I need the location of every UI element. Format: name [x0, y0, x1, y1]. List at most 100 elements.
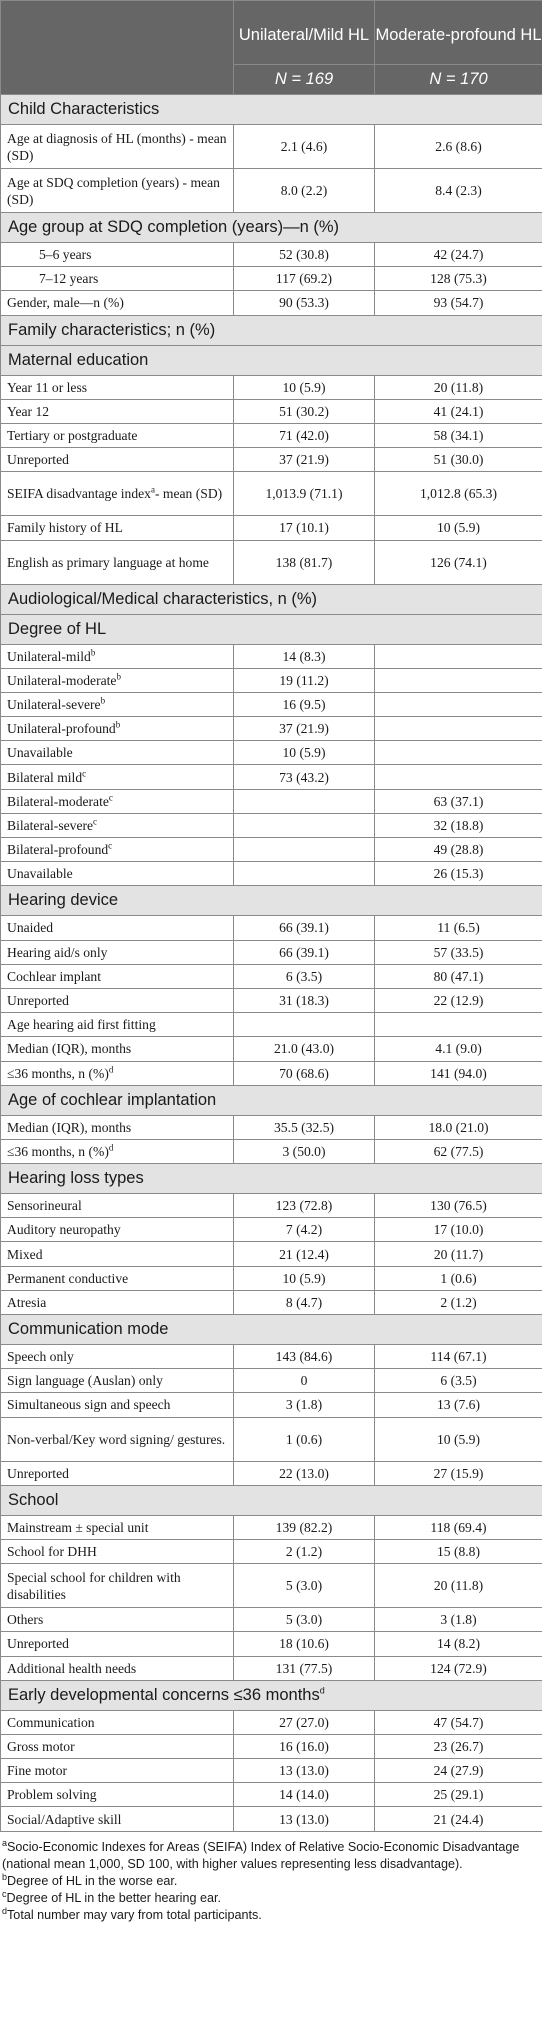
row-label-text: Additional health needs: [7, 1660, 137, 1676]
row-label: Mixed: [0, 1241, 234, 1267]
row-label-text: School for DHH: [7, 1544, 97, 1560]
value-unilateral-mild: 13 (13.0): [233, 1758, 375, 1784]
row-label-text: Unreported: [7, 1465, 69, 1481]
row-label: Bilateral-severec: [0, 812, 234, 839]
row-label-text: Social/Adaptive skill: [7, 1811, 122, 1827]
row-label: Permanent conductive: [0, 1265, 234, 1291]
footnote-text: Socio-Economic Indexes for Areas (SEIFA)…: [2, 1839, 520, 1871]
row-label: Family history of HL: [0, 515, 234, 541]
row-label: Unreported: [0, 1631, 234, 1657]
table-row: Mainstream ± special unit 139 (82.2) 118 (…: [0, 1514, 542, 1540]
value-unilateral-mild: 21 (12.4): [233, 1241, 375, 1267]
value-moderate-profound: [374, 740, 542, 766]
value-moderate-profound: [374, 764, 542, 790]
row-label: Unilateral-moderateb: [0, 667, 234, 693]
row-label: Unreported: [0, 987, 234, 1014]
table-row: Unilateral-severeb 16 (9.5): [0, 691, 542, 718]
section-title-text: Child Characteristics: [8, 100, 160, 118]
table-row: Age at SDQ completion (years) - mean (SD…: [0, 168, 542, 213]
value-moderate-profound: 1 (0.6): [374, 1265, 542, 1291]
value-unilateral-mild: [233, 812, 375, 839]
row-label: Auditory neuropathy: [0, 1217, 234, 1243]
footnote: dTotal number may vary from total partic…: [2, 1906, 540, 1924]
value-unilateral-mild: 138 (81.7): [233, 539, 375, 585]
section-title-text: Degree of HL: [8, 619, 107, 638]
value-moderate-profound: 24 (27.9): [374, 1758, 542, 1784]
section-title-text: Age group at SDQ completion (years)—n (%…: [8, 218, 340, 236]
value-moderate-profound: 80 (47.1): [374, 963, 542, 989]
row-label: Unavailable: [0, 861, 234, 887]
value-unilateral-mild: [233, 1012, 375, 1038]
row-label-text: Special school for children with disabil…: [7, 1569, 181, 1602]
footnote-marker: a: [150, 484, 155, 495]
value-unilateral-mild: 7 (4.2): [233, 1217, 375, 1243]
row-label-text: Fine motor: [7, 1763, 68, 1779]
value-unilateral-mild: 10 (5.9): [233, 374, 375, 400]
footnote-marker: b: [116, 671, 121, 682]
table-row: Unavailable 10 (5.9): [0, 740, 542, 766]
value-unilateral-mild: 14 (14.0): [233, 1782, 375, 1808]
row-label: Unreported: [0, 1460, 234, 1486]
table-row: Hearing aid/s only 66 (39.1) 57 (33.5): [0, 939, 542, 965]
row-label: Age hearing aid first fitting: [0, 1012, 234, 1038]
value-unilateral-mild: [233, 836, 375, 863]
section-header-row: Maternal education: [0, 344, 542, 376]
value-unilateral-mild: 2 (1.2): [233, 1538, 375, 1565]
value-unilateral-mild: 37 (21.9): [233, 716, 375, 742]
header-row: Unilateral/Mild HL Moderate-profound HL: [0, 0, 542, 95]
value-unilateral-mild: 71 (42.0): [233, 422, 375, 449]
row-label-text: Tertiary or postgraduate: [7, 428, 138, 444]
table-row: Additional health needs 131 (77.5) 124 (72…: [0, 1655, 542, 1681]
value-unilateral-mild: 5 (3.0): [233, 1563, 375, 1609]
value-moderate-profound: 11 (6.5): [374, 915, 542, 941]
section-title: Degree of HL: [0, 613, 542, 645]
section-title-text: Family characteristics; n (%): [8, 320, 216, 339]
value-moderate-profound: 124 (72.9): [374, 1655, 542, 1681]
row-label: Problem solving: [0, 1782, 234, 1808]
table-row: Bilateral-severec 32 (18.8): [0, 812, 542, 839]
value-moderate-profound: 3 (1.8): [374, 1607, 542, 1633]
value-unilateral-mild: 17 (10.1): [233, 515, 375, 541]
section-header-row: Age of cochlear implantation: [0, 1084, 542, 1116]
value-unilateral-mild: 19 (11.2): [233, 667, 375, 693]
table-row: Bilateral mildc 73 (43.2): [0, 764, 542, 790]
table-row: Family history of HL 17 (10.1) 10 (5.9): [0, 515, 542, 541]
value-unilateral-mild: 70 (68.6): [233, 1060, 375, 1086]
value-unilateral-mild: 10 (5.9): [233, 1265, 375, 1291]
table-row: Fine motor 13 (13.0) 24 (27.9): [0, 1758, 542, 1784]
value-moderate-profound: 23 (26.7): [374, 1733, 542, 1760]
row-label-text: Unilateral-mild: [7, 648, 91, 664]
table-row: Unreported 22 (13.0) 27 (15.9): [0, 1460, 542, 1486]
table-row: Age hearing aid first fitting: [0, 1012, 542, 1038]
value-moderate-profound: [374, 667, 542, 693]
row-label-text: Permanent conductive: [7, 1270, 129, 1286]
row-label-text: Unreported: [7, 1636, 69, 1652]
section-title: Age group at SDQ completion (years)—n (%…: [0, 212, 542, 243]
row-label-text: Unilateral-profound: [7, 721, 116, 737]
value-unilateral-mild: 16 (16.0): [233, 1733, 375, 1760]
section-header-row: Child Characteristics: [0, 94, 542, 125]
row-label: Atresia: [0, 1289, 234, 1316]
row-label-text: 5–6 years: [39, 247, 92, 263]
value-unilateral-mild: [233, 788, 375, 814]
section-header-row: Communication mode: [0, 1314, 542, 1345]
row-label-text: Cochlear implant: [7, 968, 101, 984]
value-moderate-profound: 13 (7.6): [374, 1392, 542, 1418]
row-label-text: Year 11 or less: [7, 379, 88, 395]
value-unilateral-mild: 8.0 (2.2): [233, 168, 375, 213]
table-row: Unreported 18 (10.6) 14 (8.2): [0, 1631, 542, 1657]
footnote-mark: c: [2, 1888, 7, 1899]
row-label: Unavailable: [0, 740, 234, 766]
value-unilateral-mild: 3 (50.0): [233, 1138, 375, 1165]
table-row: Bilateral-moderatec 63 (37.1): [0, 788, 542, 814]
header-moderate-profound: Moderate-profound HL: [374, 0, 542, 65]
row-label-text: Unreported: [7, 452, 69, 468]
table-row: Others 5 (3.0) 3 (1.8): [0, 1607, 542, 1633]
footnote-marker: c: [108, 792, 113, 803]
row-label-text: Gross motor: [7, 1738, 75, 1754]
value-unilateral-mild: 51 (30.2): [233, 398, 375, 424]
value-unilateral-mild: 16 (9.5): [233, 691, 375, 718]
value-unilateral-mild: 139 (82.2): [233, 1514, 375, 1540]
table-row: Problem solving 14 (14.0) 25 (29.1): [0, 1782, 542, 1808]
footnote: cDegree of HL in the better hearing ear.: [2, 1888, 540, 1907]
